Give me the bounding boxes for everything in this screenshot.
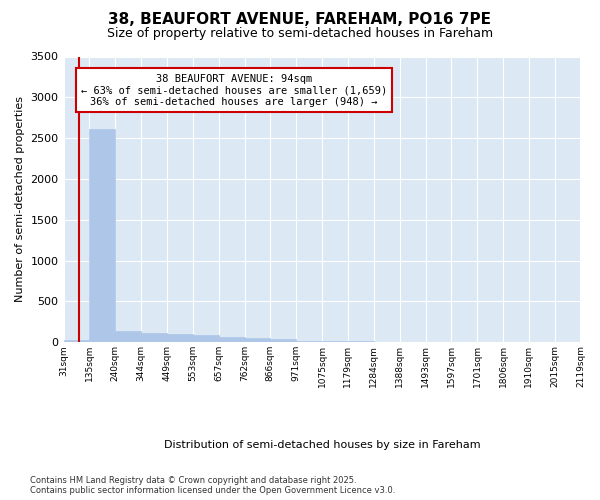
Bar (167, 334, 193, 342)
Text: 38 BEAUFORT AVENUE: 94sqm
← 63% of semi-detached houses are smaller (1,659)
36% : 38 BEAUFORT AVENUE: 94sqm ← 63% of semi-… (81, 74, 387, 107)
Bar (270, 340, 296, 342)
Bar (245, 338, 270, 342)
Y-axis label: Number of semi-detached properties: Number of semi-detached properties (15, 96, 25, 302)
Bar (141, 332, 167, 342)
Text: 38, BEAUFORT AVENUE, FAREHAM, PO16 7PE: 38, BEAUFORT AVENUE, FAREHAM, PO16 7PE (109, 12, 491, 28)
Text: Size of property relative to semi-detached houses in Fareham: Size of property relative to semi-detach… (107, 28, 493, 40)
Bar (64, 340, 89, 342)
Bar (115, 331, 141, 342)
X-axis label: Distribution of semi-detached houses by size in Fareham: Distribution of semi-detached houses by … (164, 440, 481, 450)
Bar (218, 337, 245, 342)
Text: Contains HM Land Registry data © Crown copyright and database right 2025.
Contai: Contains HM Land Registry data © Crown c… (30, 476, 395, 495)
Bar (322, 341, 348, 342)
Bar (193, 336, 218, 342)
Bar (89, 130, 115, 342)
Bar (296, 340, 322, 342)
